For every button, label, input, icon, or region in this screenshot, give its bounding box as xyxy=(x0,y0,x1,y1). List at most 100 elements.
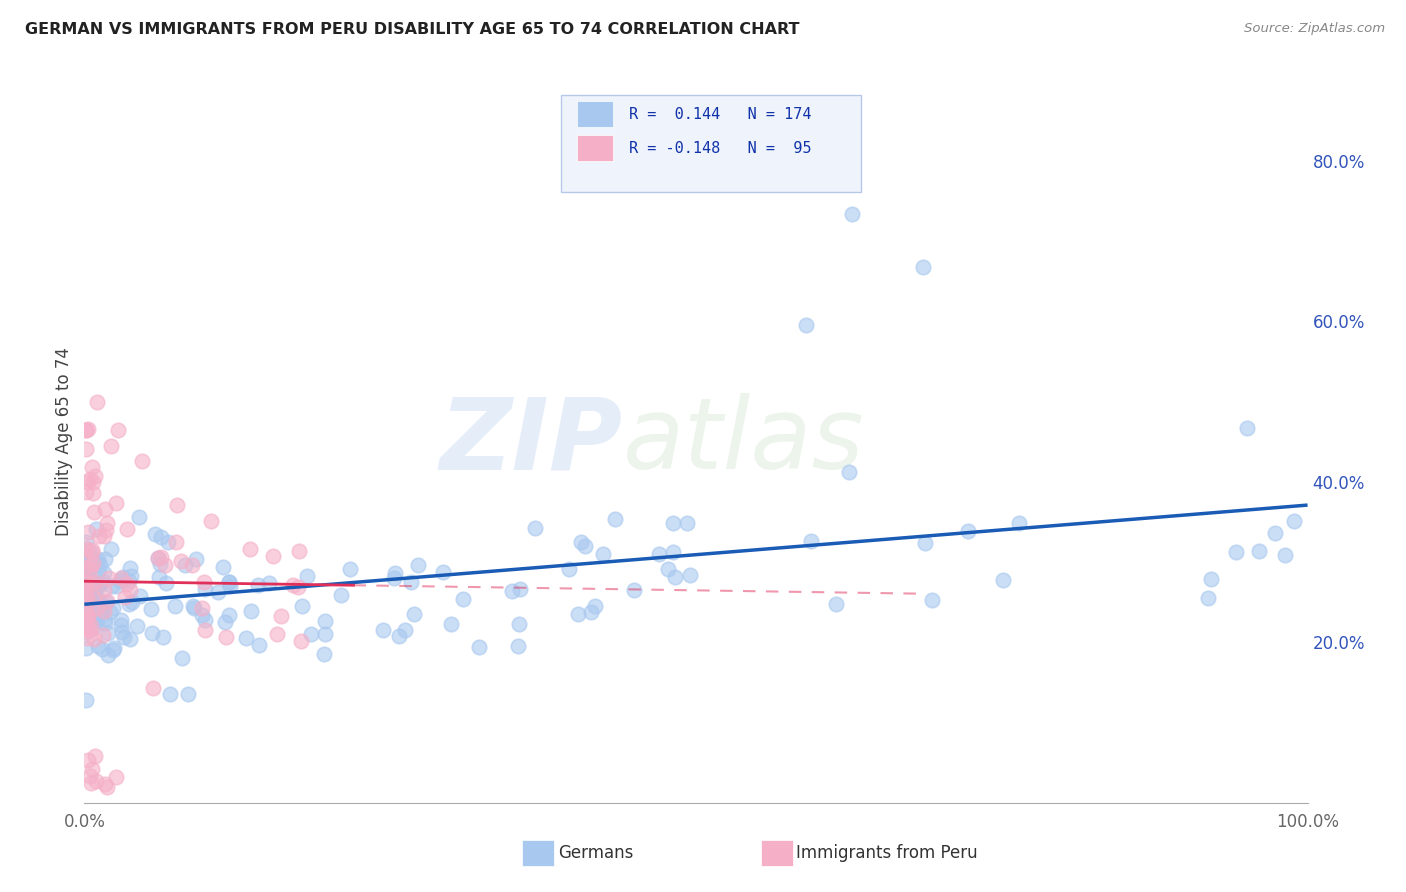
Point xyxy=(75,575,97,590)
Point xyxy=(921,593,943,607)
Point xyxy=(75,622,97,636)
Point xyxy=(146,550,169,565)
Point xyxy=(1264,525,1286,540)
Point xyxy=(1247,543,1270,558)
Point xyxy=(139,601,162,615)
Point xyxy=(84,749,107,764)
Point xyxy=(107,423,129,437)
Point xyxy=(94,595,117,609)
Point xyxy=(290,633,312,648)
Point xyxy=(388,629,411,643)
Point xyxy=(84,522,107,536)
Point xyxy=(218,608,240,623)
Point xyxy=(314,614,336,628)
Point xyxy=(121,595,143,609)
Point xyxy=(155,576,177,591)
Point xyxy=(75,423,97,437)
Point xyxy=(956,524,979,538)
Point xyxy=(117,522,139,536)
Point xyxy=(841,207,863,221)
Point xyxy=(1225,545,1247,559)
Point xyxy=(125,619,148,633)
Point xyxy=(96,780,118,794)
Point xyxy=(384,566,406,580)
Point xyxy=(75,617,97,632)
Text: R =  0.144   N = 174: R = 0.144 N = 174 xyxy=(628,107,811,121)
Point xyxy=(382,571,405,585)
Point xyxy=(80,615,103,630)
Point xyxy=(141,625,163,640)
Point xyxy=(89,606,111,620)
Point xyxy=(83,605,105,619)
Point xyxy=(1282,514,1305,528)
Point xyxy=(218,579,240,593)
Point xyxy=(432,566,454,580)
Point xyxy=(76,611,98,625)
Point xyxy=(914,536,936,550)
Point xyxy=(1197,591,1219,605)
Point xyxy=(218,575,240,590)
Point xyxy=(86,565,108,579)
Point xyxy=(82,475,104,490)
Text: GERMAN VS IMMIGRANTS FROM PERU DISABILITY AGE 65 TO 74 CORRELATION CHART: GERMAN VS IMMIGRANTS FROM PERU DISABILIT… xyxy=(25,22,800,37)
Point xyxy=(94,523,117,537)
Point xyxy=(114,590,136,604)
Point xyxy=(75,614,97,628)
Point xyxy=(76,603,98,617)
Point xyxy=(93,529,115,543)
Point xyxy=(75,598,97,612)
Point xyxy=(75,625,97,640)
Point xyxy=(1008,516,1031,530)
Point xyxy=(153,558,176,573)
Point xyxy=(93,604,115,618)
Point xyxy=(676,516,699,530)
Point xyxy=(76,631,98,645)
Point xyxy=(108,574,131,588)
FancyBboxPatch shape xyxy=(578,135,613,161)
Point xyxy=(75,603,97,617)
Point xyxy=(75,693,97,707)
Point xyxy=(89,594,111,608)
Point xyxy=(77,562,100,576)
Point xyxy=(75,620,97,634)
Point xyxy=(142,681,165,695)
Point xyxy=(664,570,686,584)
Point xyxy=(451,592,474,607)
Point xyxy=(75,640,97,655)
Point xyxy=(83,505,105,519)
Point xyxy=(83,585,105,599)
Point xyxy=(194,623,217,637)
Point xyxy=(77,609,100,624)
Point xyxy=(149,557,172,571)
Point xyxy=(314,647,336,661)
Point xyxy=(75,584,97,599)
Point xyxy=(314,627,336,641)
Point xyxy=(288,544,311,558)
Point xyxy=(295,568,318,582)
Point xyxy=(623,583,645,598)
Point xyxy=(75,617,97,632)
Point xyxy=(97,648,120,663)
Point xyxy=(89,558,111,572)
FancyBboxPatch shape xyxy=(578,101,613,128)
Point xyxy=(79,472,101,486)
Point xyxy=(93,552,115,566)
Point xyxy=(148,570,170,584)
Point xyxy=(824,597,846,611)
Point xyxy=(239,541,262,556)
Point xyxy=(440,617,463,632)
Point xyxy=(173,558,195,573)
Point xyxy=(80,460,103,475)
Point xyxy=(77,552,100,566)
Point xyxy=(96,516,118,531)
Point xyxy=(281,577,304,591)
Point xyxy=(75,582,97,596)
Point xyxy=(118,574,141,588)
Point xyxy=(181,599,204,614)
Point xyxy=(77,753,100,767)
Point xyxy=(79,562,101,576)
Point xyxy=(128,509,150,524)
Point xyxy=(77,616,100,631)
Point xyxy=(115,577,138,591)
Point xyxy=(79,549,101,564)
